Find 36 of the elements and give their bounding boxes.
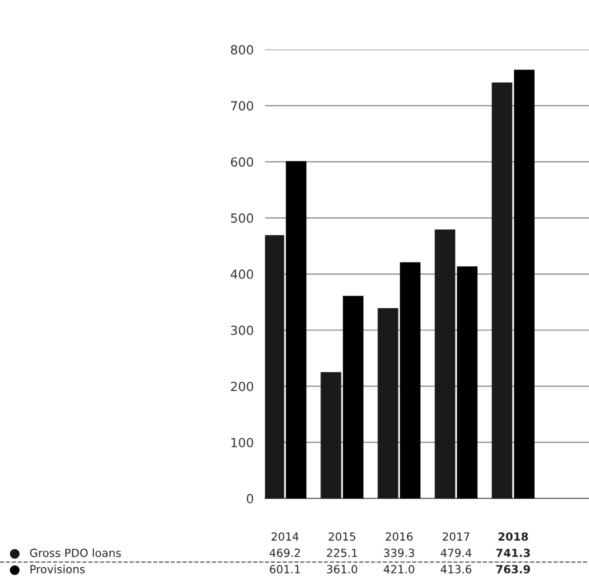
data-label: 479.4 bbox=[440, 548, 472, 558]
bar bbox=[514, 70, 535, 498]
x-tick-label: 2018 bbox=[498, 532, 528, 541]
y-tick-label: 800 bbox=[230, 45, 254, 54]
data-label: 763.9 bbox=[496, 564, 530, 574]
bar bbox=[400, 262, 420, 498]
bar bbox=[342, 296, 364, 498]
x-tick-label: 2014 bbox=[272, 532, 299, 541]
data-label: 469.2 bbox=[270, 548, 300, 558]
data-label: 421.0 bbox=[384, 564, 414, 574]
data-label: 601.1 bbox=[270, 564, 300, 574]
bar bbox=[492, 82, 512, 498]
legend-label: Gross PDO loans bbox=[30, 548, 121, 558]
y-tick-label: 700 bbox=[231, 101, 254, 111]
x-tick-label: 2017 bbox=[442, 532, 470, 541]
y-tick-label: 400 bbox=[230, 269, 254, 279]
x-tick-label: 2016 bbox=[386, 532, 413, 541]
y-tick-label: 300 bbox=[231, 326, 254, 336]
data-label: 339.3 bbox=[384, 548, 414, 558]
bar bbox=[378, 308, 398, 498]
bar bbox=[434, 229, 456, 498]
y-tick-label: 100 bbox=[231, 438, 254, 448]
bar bbox=[265, 235, 284, 498]
data-label: 361.0 bbox=[326, 564, 358, 574]
data-label: 741.3 bbox=[496, 548, 530, 558]
legend-label: Provisions bbox=[30, 564, 85, 574]
y-tick-label: 500 bbox=[231, 213, 254, 223]
y-tick-label: 0 bbox=[246, 494, 254, 504]
bar bbox=[320, 372, 342, 498]
x-tick-label: 2015 bbox=[328, 532, 356, 541]
data-label: 225.1 bbox=[326, 548, 357, 558]
y-tick-label: 200 bbox=[230, 382, 254, 392]
bar bbox=[286, 161, 306, 498]
y-tick-label: 600 bbox=[230, 157, 254, 167]
bar bbox=[456, 266, 478, 498]
data-label: 413.6 bbox=[440, 564, 472, 574]
